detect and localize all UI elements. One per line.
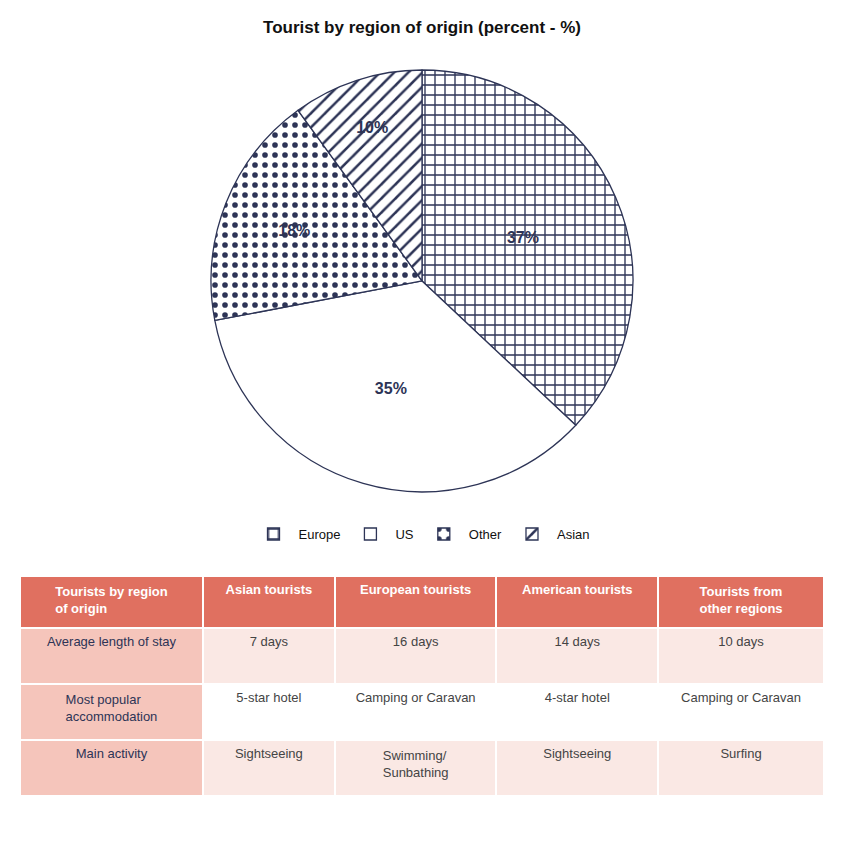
svg-text:Tourists fromother regions: Tourists fromother regions [700, 584, 783, 616]
svg-text:18%: 18% [278, 222, 310, 239]
svg-text:5-star hotel: 5-star hotel [236, 690, 301, 705]
svg-text:US: US [395, 527, 413, 542]
svg-text:Average length of stay: Average length of stay [47, 634, 177, 649]
svg-text:Tourists by regionof origin: Tourists by regionof origin [55, 584, 167, 616]
svg-text:European tourists: European tourists [360, 582, 471, 597]
svg-text:10 days: 10 days [718, 634, 764, 649]
svg-text:Sightseeing: Sightseeing [235, 746, 303, 761]
svg-text:Other: Other [469, 527, 502, 542]
svg-text:Tourist by region of origin (p: Tourist by region of origin (percent - %… [263, 18, 581, 37]
svg-text:37%: 37% [507, 229, 539, 246]
svg-text:35%: 35% [375, 380, 407, 397]
svg-text:Sightseeing: Sightseeing [543, 746, 611, 761]
svg-text:Asian tourists: Asian tourists [226, 582, 313, 597]
svg-text:Swimming/Sunbathing: Swimming/Sunbathing [383, 748, 449, 780]
svg-text:14 days: 14 days [554, 634, 600, 649]
svg-text:Asian: Asian [557, 527, 590, 542]
svg-text:4-star hotel: 4-star hotel [545, 690, 610, 705]
svg-text:Camping or Caravan: Camping or Caravan [356, 690, 476, 705]
svg-text:Most popularaccommodation: Most popularaccommodation [66, 692, 158, 724]
svg-text:7 days: 7 days [250, 634, 289, 649]
svg-text:Camping or Caravan: Camping or Caravan [681, 690, 801, 705]
svg-text:16 days: 16 days [393, 634, 439, 649]
svg-text:American tourists: American tourists [522, 582, 633, 597]
svg-text:Surfing: Surfing [720, 746, 761, 761]
svg-text:Main activity: Main activity [76, 746, 148, 761]
svg-text:10%: 10% [356, 119, 388, 136]
svg-text:Europe: Europe [299, 527, 341, 542]
